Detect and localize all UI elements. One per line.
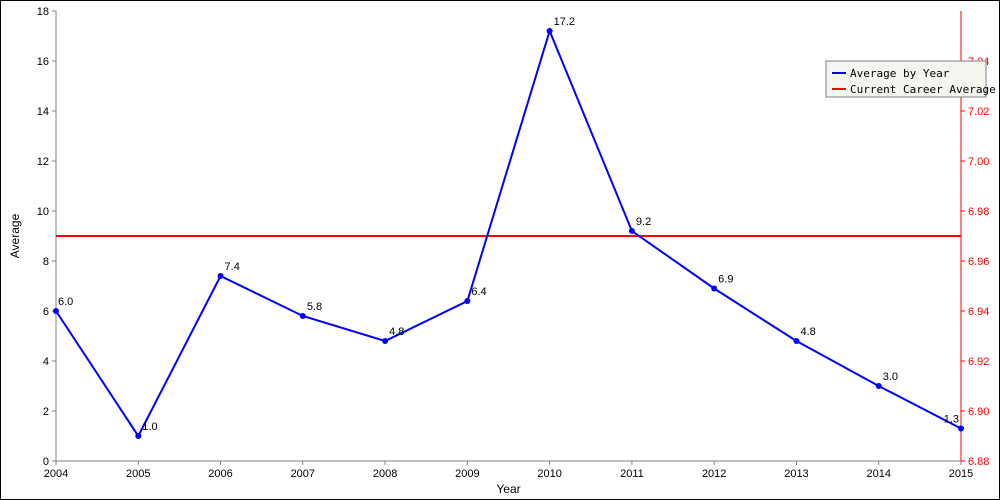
right-tick-label: 6.96 [968,256,989,268]
data-label: 9.2 [636,216,651,228]
dual-axis-line-chart: 0 2 4 6 8 10 12 14 16 18 Average 6.88 6.90 6.92 6.94 6.… [0,0,1000,500]
right-tick-label: 6.88 [968,456,989,468]
data-label: 5.8 [307,301,322,313]
left-tick-label: 12 [37,156,49,168]
data-label: 17.2 [554,16,575,28]
bottom-axis-title: Year [496,482,520,496]
bottom-tick-label: 2013 [784,468,808,480]
data-label: 6.9 [718,274,733,286]
data-label: 7.4 [225,261,240,273]
bottom-tick-label: 2009 [455,468,479,480]
left-tick-label: 8 [43,256,49,268]
left-tick-label: 2 [43,406,49,418]
left-tick-label: 6 [43,306,49,318]
left-axis-title: Average [8,213,22,258]
right-tick-label: 6.92 [968,356,989,368]
data-point [464,298,470,304]
data-point [300,313,306,319]
bottom-tick-label: 2007 [291,468,315,480]
data-label: 1.0 [142,421,157,433]
bottom-tick-label: 2015 [949,468,973,480]
data-point [711,286,717,292]
bottom-tick-label: 2014 [866,468,890,480]
bottom-tick-label: 2008 [373,468,397,480]
chart-svg: 0 2 4 6 8 10 12 14 16 18 Average 6.88 6.90 6.92 6.94 6.… [1,1,999,499]
bottom-tick-label: 2005 [126,468,150,480]
data-point [218,273,224,279]
data-label: 4.8 [389,326,404,338]
data-point [53,308,59,314]
legend-label: Current Career Average [850,83,996,96]
left-tick-label: 0 [43,456,49,468]
left-tick-label: 18 [37,6,49,18]
bottom-tick-label: 2010 [537,468,561,480]
left-tick-label: 4 [43,356,49,368]
average-by-year-line [56,31,961,436]
bottom-tick-label: 2012 [702,468,726,480]
data-label: 6.0 [58,296,73,308]
bottom-tick-label: 2004 [44,468,68,480]
right-tick-label: 6.94 [968,306,989,318]
right-tick-label: 6.90 [968,406,989,418]
left-tick-label: 10 [37,206,49,218]
data-point [382,338,388,344]
data-label: 4.8 [800,326,815,338]
bottom-tick-label: 2006 [208,468,232,480]
legend-label: Average by Year [850,67,950,80]
data-point [958,426,964,432]
data-point [547,28,553,34]
data-point [135,433,141,439]
data-point [629,228,635,234]
right-tick-label: 7.00 [968,156,989,168]
data-label: 6.4 [471,286,486,298]
right-tick-label: 7.02 [968,106,989,118]
data-point [793,338,799,344]
right-tick-label: 6.98 [968,206,989,218]
data-label: 1.3 [944,414,959,426]
data-label: 3.0 [883,371,898,383]
data-point [876,383,882,389]
bottom-tick-label: 2011 [620,468,644,480]
left-tick-label: 16 [37,56,49,68]
left-tick-label: 14 [37,106,49,118]
